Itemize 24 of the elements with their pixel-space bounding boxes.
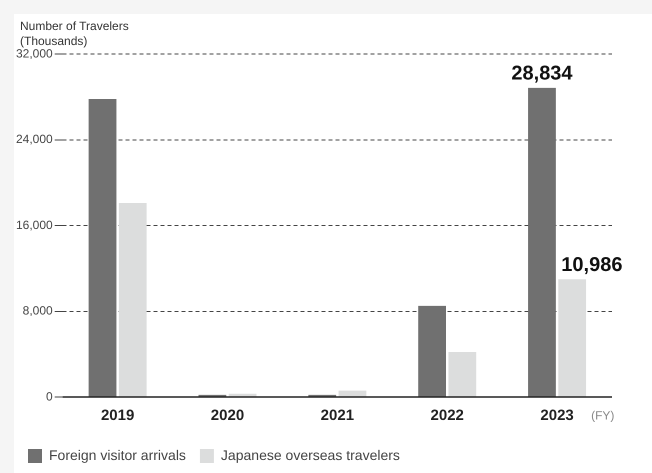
- y-tick-label: 24,000: [16, 132, 54, 146]
- bar: [558, 279, 586, 396]
- x-tick-label: 2023: [540, 407, 574, 424]
- bar: [338, 390, 366, 396]
- y-tick-label: 16,000: [16, 218, 54, 232]
- legend-label: Foreign visitor arrivals: [49, 446, 186, 463]
- legend-label: Japanese overseas travelers: [220, 446, 400, 463]
- data-label: 10,986: [561, 254, 622, 276]
- bar: [118, 202, 147, 396]
- x-axis-title: (FY): [591, 408, 614, 422]
- y-tick-label: 32,000: [16, 46, 54, 60]
- bar: [528, 88, 556, 396]
- y-tick-label: 0: [46, 389, 54, 404]
- bar: [418, 306, 446, 396]
- y-axis-title: Number of Travelers (Thousands): [20, 19, 129, 48]
- bar: [88, 99, 116, 396]
- x-tick-label: 2021: [320, 407, 354, 424]
- x-tick-label: 2020: [210, 407, 244, 424]
- data-label: 28,834: [511, 62, 574, 84]
- x-tick-label: 2019: [100, 407, 134, 424]
- x-tick-label: 2022: [430, 407, 464, 424]
- bar: [448, 352, 476, 396]
- bar: [228, 394, 256, 396]
- y-tick-label: 8,000: [22, 304, 54, 318]
